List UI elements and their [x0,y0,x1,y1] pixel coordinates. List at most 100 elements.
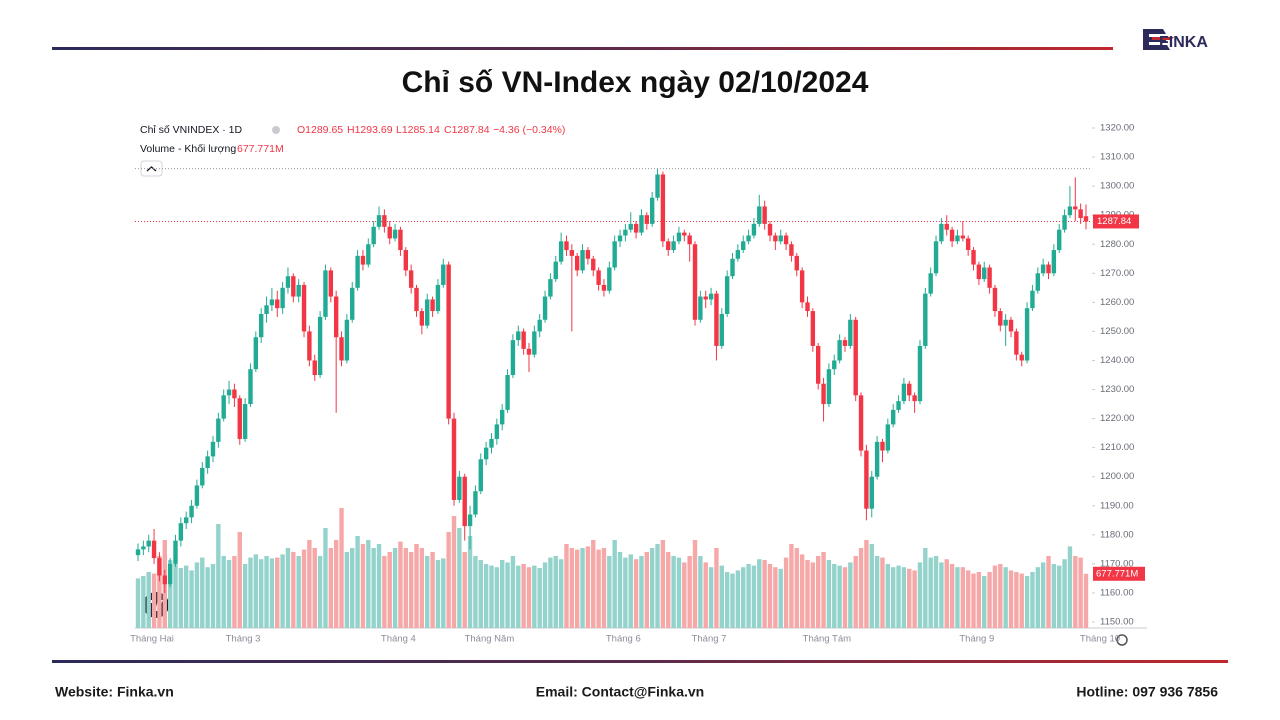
volume-bar [901,567,907,628]
candle-body [730,258,735,277]
volume-bar [478,560,483,628]
candle-body [141,546,146,550]
volume-bar [301,549,307,628]
volume-bar [184,565,189,628]
candle-body [569,250,575,256]
candle-body [151,540,157,559]
candle-body [135,549,141,556]
volume-bar [928,557,933,628]
candle-body [719,313,724,346]
y-tick-label: 1280.00 [1100,239,1134,250]
volume-bar [890,567,896,628]
volume-bar [773,567,778,628]
candle-body [955,235,960,242]
candle-body [473,491,478,515]
volume-bar [355,536,360,628]
candle-body [307,331,312,361]
volume-bar [323,528,328,628]
footer-email: Email: Contact@Finka.vn [536,684,704,700]
y-tick-label: 1150.00 [1100,617,1134,628]
volume-bar [687,556,692,628]
candle-body [1003,319,1008,326]
x-tick-label: Tháng 10 [1080,634,1120,645]
volume-bar [425,556,430,628]
footer-rule [52,660,1228,663]
volume-bar [746,564,751,628]
candle-body [258,313,264,338]
volume-bar [912,570,917,628]
header-rule [52,47,1113,50]
candle-body [666,241,671,251]
candle-body [542,296,548,320]
volume-bar [1051,564,1057,628]
candle-body [366,244,371,265]
volume-bar [1024,576,1030,628]
y-tick-label: 1220.00 [1100,413,1134,424]
collapse-icon [146,166,157,172]
candle-body [1062,215,1067,230]
candle-body [837,340,842,361]
candle-body [291,276,296,297]
candle-body [649,197,655,224]
candle-body [778,235,783,242]
volume-bar [494,567,500,628]
candle-body [607,267,612,291]
volume-bar [799,554,805,628]
volume-bar [446,532,451,628]
volume-bar [949,564,955,628]
candle-body [1030,290,1035,309]
volume-bar [1073,556,1078,628]
volume-bar [526,567,532,628]
volume-bar [387,552,392,628]
candle-body [317,316,323,375]
candle-body [987,267,992,288]
volume-bar [451,516,457,628]
volume-bar [430,552,435,628]
y-tick-label: 1200.00 [1100,471,1134,482]
logo: FINKA [1143,29,1208,51]
candle-body [1008,319,1014,332]
volume-bar [489,565,494,628]
candle-body [1073,206,1078,210]
volume-bar [639,556,644,628]
candle-body [532,331,537,355]
legend-low: L1285.14 [396,124,440,136]
candle-body [403,250,408,271]
candle-body [853,319,858,396]
candle-body [146,540,151,547]
candle-body [708,293,714,300]
candle-body [483,447,489,460]
candle-body [419,311,425,326]
volume-bar [569,548,575,628]
settings-icon[interactable] [1116,634,1128,646]
volume-bar [339,508,344,628]
volume-bar [258,559,264,628]
volume-bar [965,570,971,628]
volume-bar [510,556,516,628]
volume-bar [141,576,146,628]
volume-bar [1057,565,1062,628]
volume-bar [821,552,826,628]
volume-bar [473,556,478,628]
volume-bar [1046,556,1051,628]
volume-bar [392,548,398,628]
candle-body [237,398,242,439]
candle-body [333,296,339,338]
candle-body [467,514,473,527]
candle-body [323,270,328,317]
y-tick-label: 1210.00 [1100,442,1134,453]
volume-bar [360,544,366,628]
candle-body [216,418,221,442]
volume-bar [366,540,371,628]
volume-bar [564,544,569,628]
candle-body [885,424,891,451]
candle-body [242,404,248,439]
volume-bar [682,562,687,628]
volume-bar [146,572,151,628]
volume-bar [944,559,949,628]
x-tick-label: Tháng 6 [606,634,641,645]
volume-bar [692,540,698,628]
candle-body [162,575,167,585]
candle-body [944,223,949,230]
